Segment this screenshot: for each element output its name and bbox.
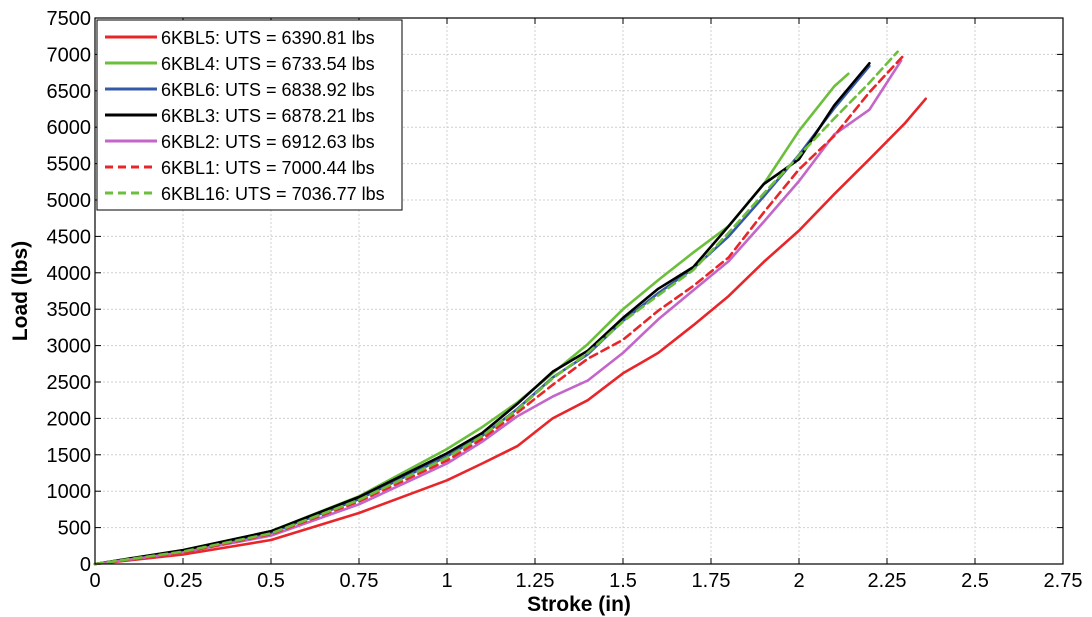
y-tick-label: 7500 <box>47 8 92 30</box>
y-tick-label: 500 <box>58 518 91 540</box>
x-tick-label: 1.5 <box>609 570 637 592</box>
x-tick-label: 2.5 <box>961 570 989 592</box>
x-tick-label: 2.25 <box>868 570 907 592</box>
series-line-1 <box>93 97 927 566</box>
x-tick-label: 2 <box>793 570 804 592</box>
y-tick-label: 6500 <box>47 81 92 103</box>
legend: 6KBL5: UTS = 6390.81 lbs 6KBL4: UTS = 673… <box>96 19 403 211</box>
legend-entry: 6KBL3: UTS = 6878.21 lbs <box>161 106 375 126</box>
y-tick-label: 3000 <box>47 336 92 358</box>
legend-entry: 6KBL2: UTS = 6912.63 lbs <box>161 132 375 152</box>
y-tick-label: 7000 <box>47 44 92 66</box>
y-tick-label: 1000 <box>47 481 92 503</box>
ticks: 0 0.25 0.5 0.75 1 1.25 1.5 1.75 2 2.25 2.5 2.75 0 500… <box>47 8 1083 592</box>
x-tick-label: 2.75 <box>1044 570 1083 592</box>
x-tick-label: 1 <box>441 570 452 592</box>
y-axis-title: Load (lbs) <box>9 241 32 341</box>
x-tick-label: 0.75 <box>340 570 379 592</box>
series-line-5 <box>93 59 903 566</box>
x-tick-label: 1.25 <box>516 570 555 592</box>
legend-entry: 6KBL1: UTS = 7000.44 lbs <box>161 158 375 178</box>
x-tick-label: 0 <box>89 570 100 592</box>
series-line-7 <box>93 50 899 566</box>
y-tick-label: 5000 <box>47 190 92 212</box>
series-line-4 <box>93 62 871 566</box>
y-tick-label: 4000 <box>47 263 92 285</box>
legend-entry: 6KBL5: UTS = 6390.81 lbs <box>161 28 375 48</box>
series-layer <box>93 50 927 566</box>
legend-entry: 6KBL16: UTS = 7036.77 lbs <box>161 184 385 204</box>
legend-entry: 6KBL6: UTS = 6838.92 lbs <box>161 80 375 100</box>
y-tick-label: 5500 <box>47 154 92 176</box>
y-tick-label: 2000 <box>47 408 92 430</box>
y-tick-label: 4500 <box>47 226 92 248</box>
legend-entry: 6KBL4: UTS = 6733.54 lbs <box>161 54 375 74</box>
plot-frame <box>94 17 1064 565</box>
x-tick-label: 0.25 <box>164 570 203 592</box>
series-line-6 <box>93 53 906 566</box>
y-tick-label: 0 <box>80 554 91 576</box>
y-tick-label: 3500 <box>47 299 92 321</box>
y-tick-label: 1500 <box>47 445 92 467</box>
y-tick-label: 6000 <box>47 117 92 139</box>
x-axis-title: Stroke (in) <box>527 593 631 616</box>
x-tick-label: 0.5 <box>257 570 285 592</box>
x-tick-label: 1.75 <box>692 570 731 592</box>
y-tick-label: 2500 <box>47 372 92 394</box>
